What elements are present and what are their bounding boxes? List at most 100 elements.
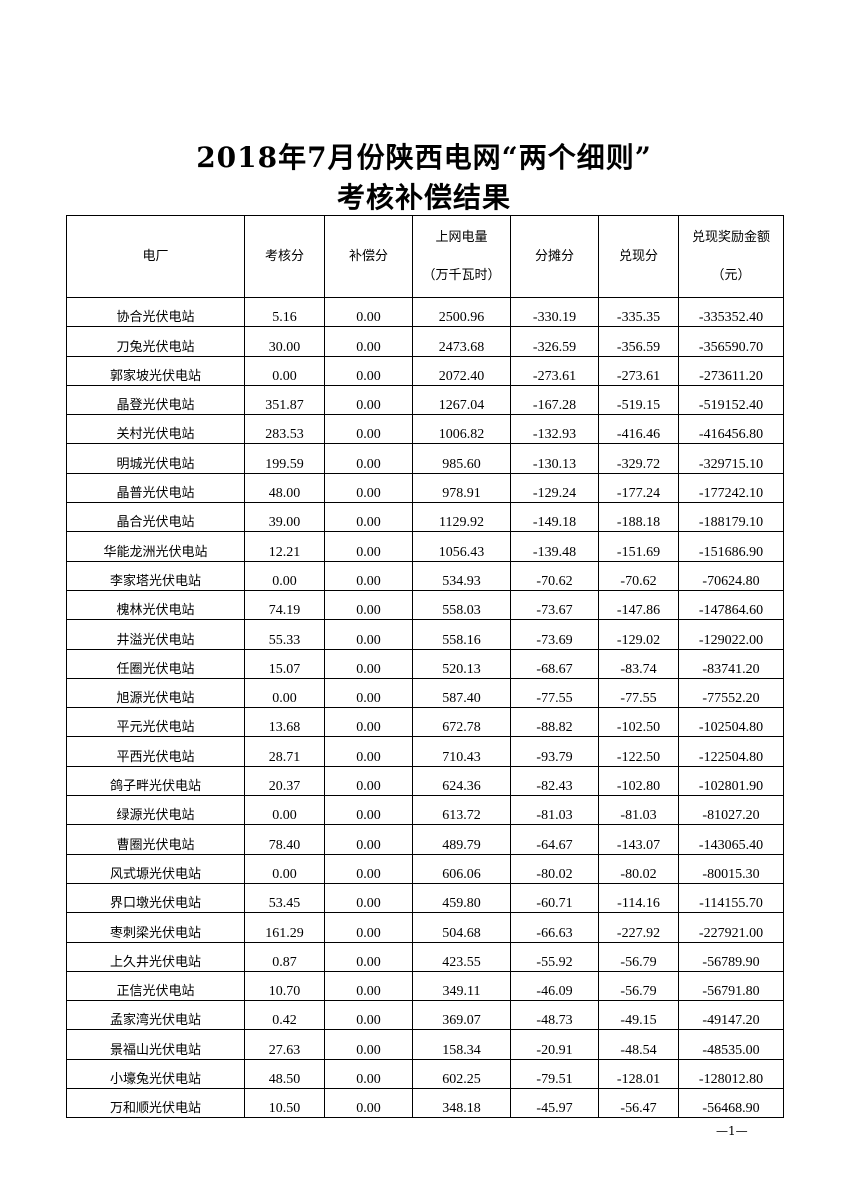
reward-amount: -129022.00 xyxy=(678,619,784,650)
grid-energy: 606.06 xyxy=(412,853,511,884)
allocation-score: -70.62 xyxy=(510,560,599,591)
reward-amount: -416456.80 xyxy=(678,414,784,445)
plant-name: 景福山光伏电站 xyxy=(66,1029,245,1060)
grid-energy: 349.11 xyxy=(412,970,511,1002)
compensation-score: 0.00 xyxy=(324,326,413,357)
allocation-score: -55.92 xyxy=(510,941,599,972)
grid-energy: 1006.82 xyxy=(412,414,511,445)
grid-energy: 520.13 xyxy=(412,648,511,679)
grid-energy: 978.91 xyxy=(412,472,511,504)
reward-amount: -356590.70 xyxy=(678,326,784,357)
allocation-score: -130.13 xyxy=(510,443,599,474)
assessment-score: 78.40 xyxy=(244,824,325,855)
reward-amount: -81027.20 xyxy=(678,795,784,826)
grid-energy: 558.16 xyxy=(412,619,511,650)
table-row: 晶登光伏电站 351.87 0.00 1267.04 -167.28 -519.15 -51… xyxy=(66,384,784,416)
reward-amount: -102801.90 xyxy=(678,765,784,797)
assessment-score: 161.29 xyxy=(244,912,325,943)
compensation-score: 0.00 xyxy=(324,648,413,679)
grid-energy: 489.79 xyxy=(412,824,511,855)
reward-amount: -80015.30 xyxy=(678,853,784,884)
reward-amount: -519152.40 xyxy=(678,384,784,416)
redeem-score: -151.69 xyxy=(598,531,679,562)
header-grid-energy-label: 上网电量 xyxy=(435,229,488,245)
assessment-score: 0.00 xyxy=(244,853,325,884)
assessment-score: 0.00 xyxy=(244,560,325,591)
allocation-score: -93.79 xyxy=(510,736,599,767)
table-row: 关村光伏电站 283.53 0.00 1006.82 -132.93 -416.46 -41… xyxy=(66,414,784,445)
grid-energy: 348.18 xyxy=(412,1088,511,1119)
plant-name: 关村光伏电站 xyxy=(66,414,245,445)
plant-name: 绿源光伏电站 xyxy=(66,795,245,826)
allocation-score: -60.71 xyxy=(510,882,599,914)
table-row: 绿源光伏电站 0.00 0.00 613.72 -81.03 -81.03 -81027.2… xyxy=(66,795,784,826)
plant-name: 华能龙洲光伏电站 xyxy=(66,531,245,562)
table-row: 鸽子畔光伏电站 20.37 0.00 624.36 -82.43 -102.80 -1028… xyxy=(66,765,784,797)
redeem-score: -80.02 xyxy=(598,853,679,884)
header-plant: 电厂 xyxy=(66,215,245,298)
plant-name: 孟家湾光伏电站 xyxy=(66,1000,245,1031)
plant-name: 正信光伏电站 xyxy=(66,970,245,1002)
assessment-score: 28.71 xyxy=(244,736,325,767)
plant-name: 枣刺梁光伏电站 xyxy=(66,912,245,943)
compensation-score: 0.00 xyxy=(324,795,413,826)
allocation-score: -64.67 xyxy=(510,824,599,855)
header-compensation: 补偿分 xyxy=(324,215,413,298)
redeem-score: -102.80 xyxy=(598,765,679,797)
allocation-score: -167.28 xyxy=(510,384,599,416)
header-grid-energy-unit: （万千瓦时） xyxy=(422,267,501,283)
reward-amount: -227921.00 xyxy=(678,912,784,943)
reward-amount: -329715.10 xyxy=(678,443,784,474)
plant-name: 万和顺光伏电站 xyxy=(66,1088,245,1119)
reward-amount: -151686.90 xyxy=(678,531,784,562)
redeem-score: -81.03 xyxy=(598,795,679,826)
header-reward-unit: （元） xyxy=(711,267,751,283)
allocation-score: -81.03 xyxy=(510,795,599,826)
grid-energy: 558.03 xyxy=(412,589,511,621)
compensation-score: 0.00 xyxy=(324,912,413,943)
plant-name: 小壕兔光伏电站 xyxy=(66,1058,245,1090)
redeem-score: -519.15 xyxy=(598,384,679,416)
plant-name: 鸽子畔光伏电站 xyxy=(66,765,245,797)
header-reward-amount-label: 兑现奖励金额 xyxy=(691,229,770,245)
assessment-score: 53.45 xyxy=(244,882,325,914)
plant-name: 旭源光伏电站 xyxy=(66,677,245,709)
redeem-score: -143.07 xyxy=(598,824,679,855)
reward-amount: -122504.80 xyxy=(678,736,784,767)
allocation-score: -79.51 xyxy=(510,1058,599,1090)
reward-amount: -143065.40 xyxy=(678,824,784,855)
header-grid-energy: 上网电量 （万千瓦时） xyxy=(412,215,511,298)
compensation-score: 0.00 xyxy=(324,296,413,328)
reward-amount: -83741.20 xyxy=(678,648,784,679)
plant-name: 曹圈光伏电站 xyxy=(66,824,245,855)
assessment-score: 10.70 xyxy=(244,970,325,1002)
allocation-score: -149.18 xyxy=(510,502,599,533)
plant-name: 界口墩光伏电站 xyxy=(66,882,245,914)
compensation-score: 0.00 xyxy=(324,414,413,445)
allocation-score: -330.19 xyxy=(510,296,599,328)
assessment-score: 199.59 xyxy=(244,443,325,474)
allocation-score: -139.48 xyxy=(510,531,599,562)
compensation-score: 0.00 xyxy=(324,941,413,972)
redeem-score: -177.24 xyxy=(598,472,679,504)
grid-energy: 672.78 xyxy=(412,707,511,738)
allocation-score: -48.73 xyxy=(510,1000,599,1031)
reward-amount: -114155.70 xyxy=(678,882,784,914)
allocation-score: -273.61 xyxy=(510,355,599,386)
document-title-line1: 2018年7月份陕西电网“两个细则” xyxy=(196,141,652,174)
table-row: 平元光伏电站 13.68 0.00 672.78 -88.82 -102.50 -10250… xyxy=(66,707,784,738)
table-row: 小壕兔光伏电站 48.50 0.00 602.25 -79.51 -128.01 -1280… xyxy=(66,1058,784,1090)
redeem-score: -102.50 xyxy=(598,707,679,738)
redeem-score: -335.35 xyxy=(598,296,679,328)
allocation-score: -66.63 xyxy=(510,912,599,943)
compensation-score: 0.00 xyxy=(324,736,413,767)
allocation-score: -129.24 xyxy=(510,472,599,504)
grid-energy: 2473.68 xyxy=(412,326,511,357)
allocation-score: -80.02 xyxy=(510,853,599,884)
table-row: 万和顺光伏电站 10.50 0.00 348.18 -45.97 -56.47 -56468… xyxy=(66,1088,784,1119)
grid-energy: 602.25 xyxy=(412,1058,511,1090)
redeem-score: -49.15 xyxy=(598,1000,679,1031)
plant-name: 任圈光伏电站 xyxy=(66,648,245,679)
table-row: 平西光伏电站 28.71 0.00 710.43 -93.79 -122.50 -12250… xyxy=(66,736,784,767)
reward-amount: -335352.40 xyxy=(678,296,784,328)
